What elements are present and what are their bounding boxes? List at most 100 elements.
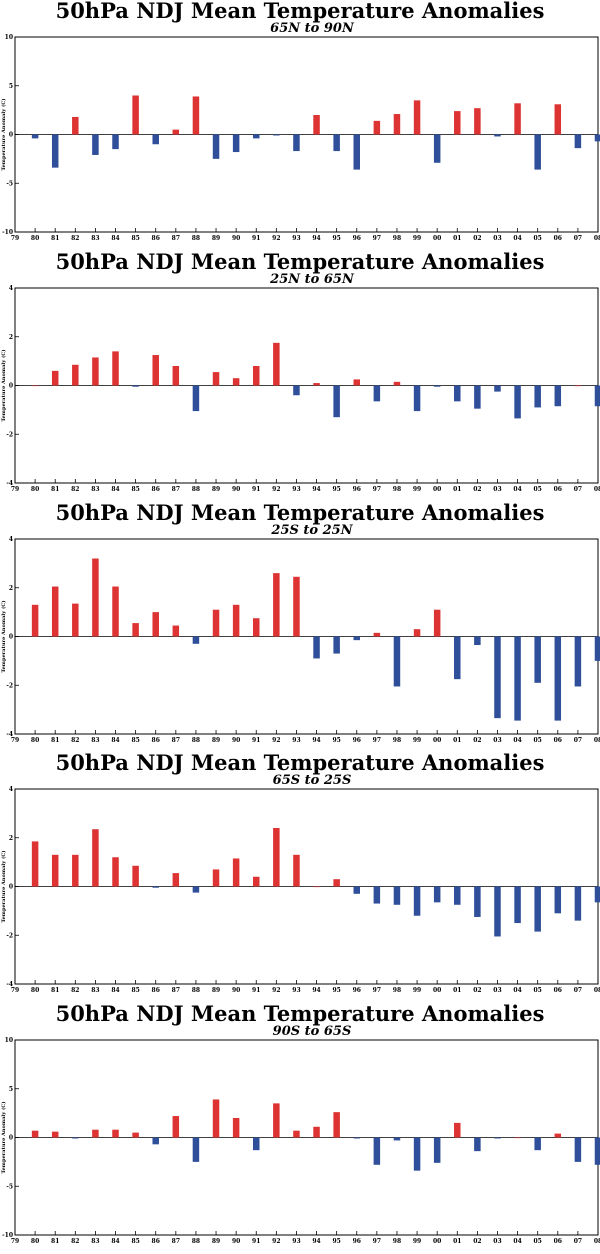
bar	[534, 886, 541, 932]
chart-subtitle: 90S to 65S	[273, 1024, 352, 1039]
bar	[313, 382, 320, 386]
bar	[172, 365, 180, 386]
bar	[132, 95, 139, 135]
x-tick-label: 96	[353, 235, 361, 242]
bar	[393, 1137, 401, 1141]
x-tick-label: 91	[252, 987, 260, 994]
x-tick-label: 06	[554, 486, 562, 493]
x-tick-label: 81	[51, 235, 59, 242]
bar	[554, 636, 562, 721]
bar	[333, 636, 340, 654]
bar	[51, 586, 59, 637]
bar	[252, 877, 260, 887]
bar	[192, 1137, 200, 1163]
bar	[31, 1130, 39, 1138]
y-tick-label: 2	[9, 334, 13, 341]
x-tick-label: 04	[513, 486, 521, 493]
y-tick-label: 0	[9, 382, 13, 389]
x-tick-label: 83	[91, 1238, 99, 1245]
x-tick-label: 08	[594, 737, 600, 744]
bar	[172, 129, 180, 135]
bar	[514, 636, 521, 721]
bar-chart: 50hPa NDJ Mean Temperature Anomalies65N …	[0, 0, 600, 242]
x-tick-label: 06	[554, 737, 562, 744]
bar	[594, 886, 600, 903]
x-tick-label: 05	[534, 486, 542, 493]
bar	[514, 886, 521, 924]
x-tick-label: 81	[51, 486, 59, 493]
chart-title: 50hPa NDJ Mean Temperature Anomalies	[56, 1001, 545, 1026]
bar	[474, 636, 481, 645]
x-tick-label: 96	[353, 1238, 361, 1245]
x-tick-label: 02	[473, 987, 481, 994]
bar	[474, 108, 481, 135]
bar	[92, 357, 99, 386]
x-tick-label: 82	[71, 737, 79, 744]
x-tick-label: 01	[453, 235, 461, 242]
bar	[554, 886, 562, 914]
x-tick-label: 79	[11, 1238, 19, 1245]
bar	[393, 114, 401, 135]
bar	[273, 134, 280, 136]
x-tick-label: 05	[534, 737, 542, 744]
bar	[514, 385, 521, 419]
x-tick-label: 97	[373, 737, 381, 744]
x-tick-label: 07	[574, 737, 582, 744]
x-tick-label: 82	[71, 486, 79, 493]
x-tick-label: 82	[71, 987, 79, 994]
chart-subtitle: 65S to 25S	[273, 773, 352, 788]
x-tick-label: 07	[574, 486, 582, 493]
x-tick-label: 05	[534, 987, 542, 994]
y-tick-label: -2	[6, 431, 13, 438]
bar	[152, 1137, 159, 1145]
bar	[433, 134, 441, 163]
x-tick-label: 92	[272, 486, 280, 493]
bar	[554, 1133, 562, 1138]
bar	[574, 385, 582, 386]
x-tick-label: 90	[232, 1238, 240, 1245]
bar	[72, 1137, 79, 1139]
x-tick-label: 91	[252, 235, 260, 242]
bar	[574, 134, 582, 149]
x-tick-label: 94	[312, 486, 320, 493]
bar	[333, 1112, 340, 1138]
bar	[72, 603, 79, 637]
bar	[574, 886, 582, 922]
x-tick-label: 82	[71, 1238, 79, 1245]
y-axis-label: Temperature Anomaly (C)	[0, 98, 7, 170]
x-tick-label: 92	[272, 737, 280, 744]
x-tick-label: 03	[493, 235, 501, 242]
x-tick-label: 98	[393, 486, 401, 493]
chart-title: 50hPa NDJ Mean Temperature Anomalies	[56, 249, 545, 274]
x-tick-label: 86	[152, 737, 160, 744]
bar	[51, 1131, 59, 1138]
x-tick-label: 95	[332, 235, 340, 242]
bar	[112, 351, 119, 386]
x-tick-label: 84	[111, 486, 119, 493]
bar	[51, 370, 59, 386]
x-tick-label: 99	[413, 1238, 421, 1245]
bar	[554, 104, 562, 135]
chart-panel: 50hPa NDJ Mean Temperature Anomalies 25N …	[0, 249, 600, 502]
x-tick-label: 06	[554, 235, 562, 242]
x-tick-label: 95	[332, 1238, 340, 1245]
x-tick-label: 94	[312, 987, 320, 994]
bar	[454, 1123, 461, 1138]
bar	[232, 858, 240, 887]
y-tick-label: 10	[5, 34, 13, 41]
x-tick-label: 83	[91, 737, 99, 744]
bar	[92, 1129, 99, 1138]
x-tick-label: 98	[393, 737, 401, 744]
bar	[594, 134, 600, 142]
bar-chart: 50hPa NDJ Mean Temperature Anomalies25S …	[0, 500, 600, 744]
bar	[152, 611, 159, 637]
y-tick-label: 5	[9, 1086, 13, 1093]
y-tick-label: 5	[9, 83, 13, 90]
x-tick-label: 02	[473, 235, 481, 242]
x-tick-label: 94	[312, 1238, 320, 1245]
x-tick-label: 89	[212, 235, 220, 242]
y-tick-label: -2	[6, 682, 13, 689]
bar	[72, 364, 79, 386]
bar	[313, 636, 320, 659]
x-tick-label: 84	[111, 1238, 119, 1245]
